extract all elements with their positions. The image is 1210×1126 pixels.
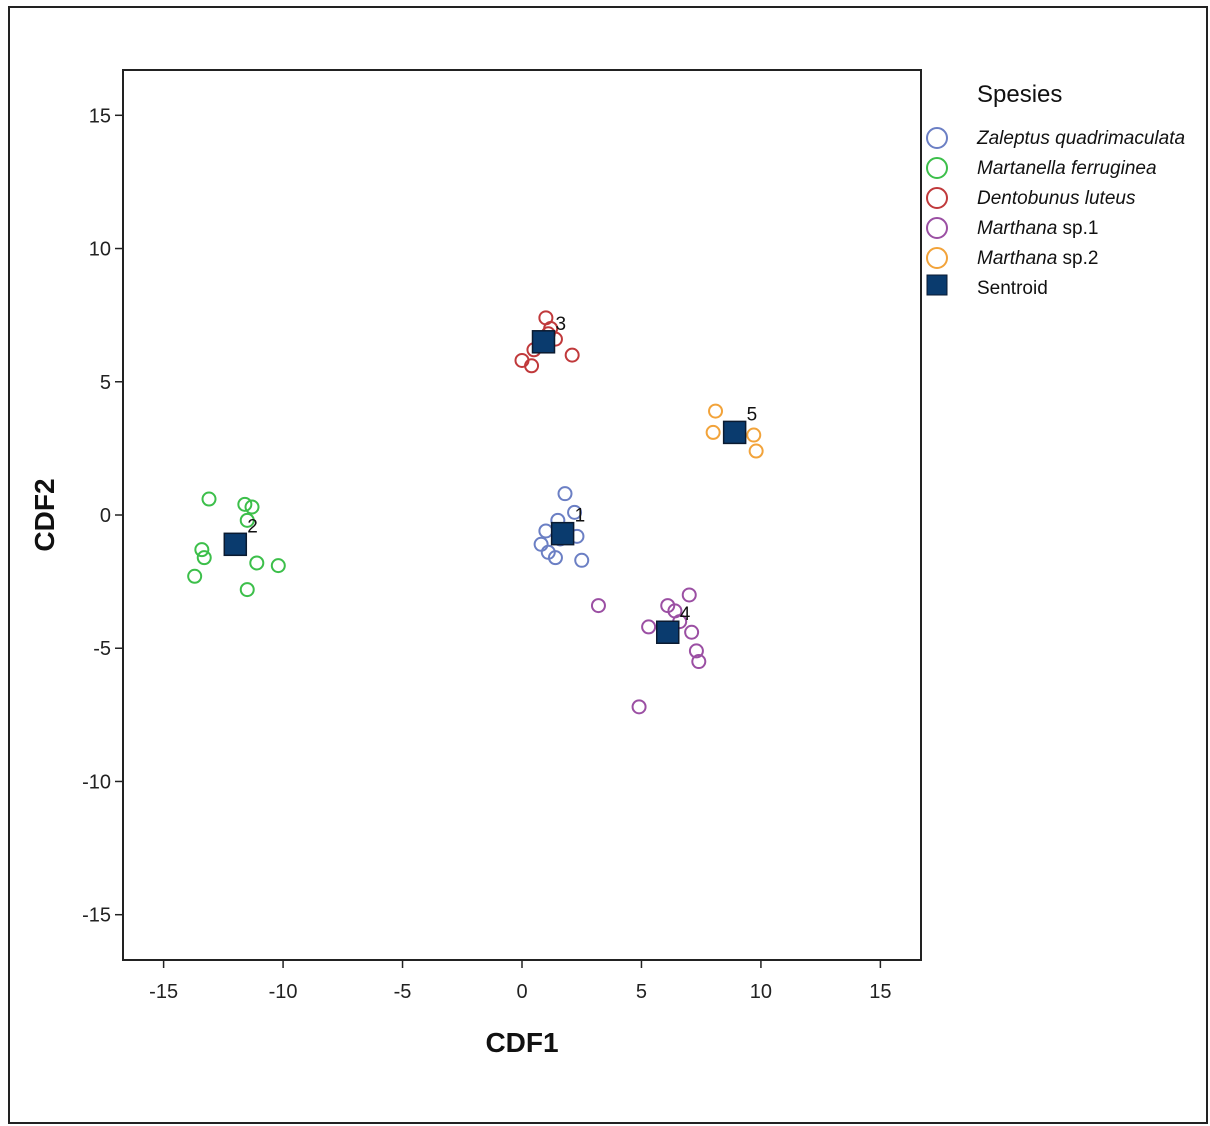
legend-entry-italic: Marthana [977,248,1057,269]
scatter-point [564,347,580,363]
scatter-point [187,568,203,584]
legend-marker [926,217,948,239]
legend-entry: Marthana sp.2 [977,248,1098,269]
legend: Spesies Zaleptus quadrimaculata Martanell… [926,81,1185,299]
x-axis-title: CDF1 [485,1027,558,1058]
series-group-1 [533,486,590,568]
scatter-point [590,598,606,614]
scatter-point [239,512,255,528]
scatter-point [239,582,255,598]
x-tick-label: 10 [750,981,772,1003]
scatter-point [691,654,707,670]
scatter-point [746,427,762,443]
scatter-point [641,619,657,635]
legend-marker [926,157,948,179]
scatter-point [681,587,697,603]
centroid-label: 1 [575,506,586,527]
x-tick-label: -15 [149,981,178,1003]
scatter-point [557,486,573,502]
centroid-marker [550,521,575,546]
centroid-label: 2 [247,516,258,537]
x-tick-label: 0 [516,981,527,1003]
legend-entry: Sentroid [977,278,1048,299]
centroid-marker [722,420,747,445]
scatter-point [748,443,764,459]
plot-area [122,69,922,961]
series-group-2 [187,491,286,598]
scatter-point [201,491,217,507]
x-tick-label: -10 [269,981,298,1003]
centroid-label: 4 [680,604,691,625]
x-tick-label: 15 [869,981,891,1003]
y-axis-title: CDF2 [29,478,60,551]
legend-entry-suffix: Sentroid [977,278,1048,299]
scatter-point [249,555,265,571]
legend-marker-centroid [926,274,948,296]
legend-entry: Martanella ferruginea [977,158,1157,179]
scatter-point [708,403,724,419]
legend-entry-suffix: sp.2 [1057,248,1098,269]
scatter-point [631,699,647,715]
legend-marker [926,127,948,149]
legend-entry-italic: Martanella ferruginea [977,158,1157,179]
scatter-point [705,424,721,440]
legend-marker [926,187,948,209]
y-tick-label: 0 [100,505,111,527]
scatter-point [547,550,563,566]
y-tick-label: 5 [100,372,111,394]
centroid-marker [531,330,556,354]
x-tick-label: -5 [394,981,412,1003]
centroid-marker [223,532,248,557]
series-group-4 [590,587,707,715]
scatter-point [244,499,260,515]
legend-entry: Dentobunus luteus [977,188,1136,209]
centroid-label: 3 [556,314,567,335]
scatter-point [574,552,590,568]
legend-entry-italic: Marthana [977,218,1057,239]
legend-marker [926,247,948,269]
scatter-point [194,542,210,558]
centroid-label: 5 [747,404,758,425]
scatter-point [684,624,700,640]
legend-entry: Zaleptus quadrimaculata [976,128,1185,149]
legend-entry-italic: Zaleptus quadrimaculata [976,128,1185,149]
y-tick-label: 10 [89,239,111,261]
legend-entry-italic: Dentobunus luteus [977,188,1136,209]
scatter-point [196,550,212,566]
scatter-point [237,496,253,512]
scatter-point [270,558,286,574]
legend-entry-suffix: sp.1 [1057,218,1098,239]
series-group-5 [705,403,764,459]
x-tick-label: 5 [636,981,647,1003]
legend-entry: Marthana sp.1 [977,218,1098,239]
scatter-point [524,358,540,374]
y-tick-label: -5 [93,638,111,660]
y-tick-label: 15 [89,105,111,127]
legend-title: Spesies [977,81,1062,108]
centroid-marker [655,620,680,644]
y-tick-label: -10 [82,771,111,793]
scatter-point [567,504,583,520]
scatter-point [688,643,704,659]
y-tick-label: -15 [82,905,111,927]
